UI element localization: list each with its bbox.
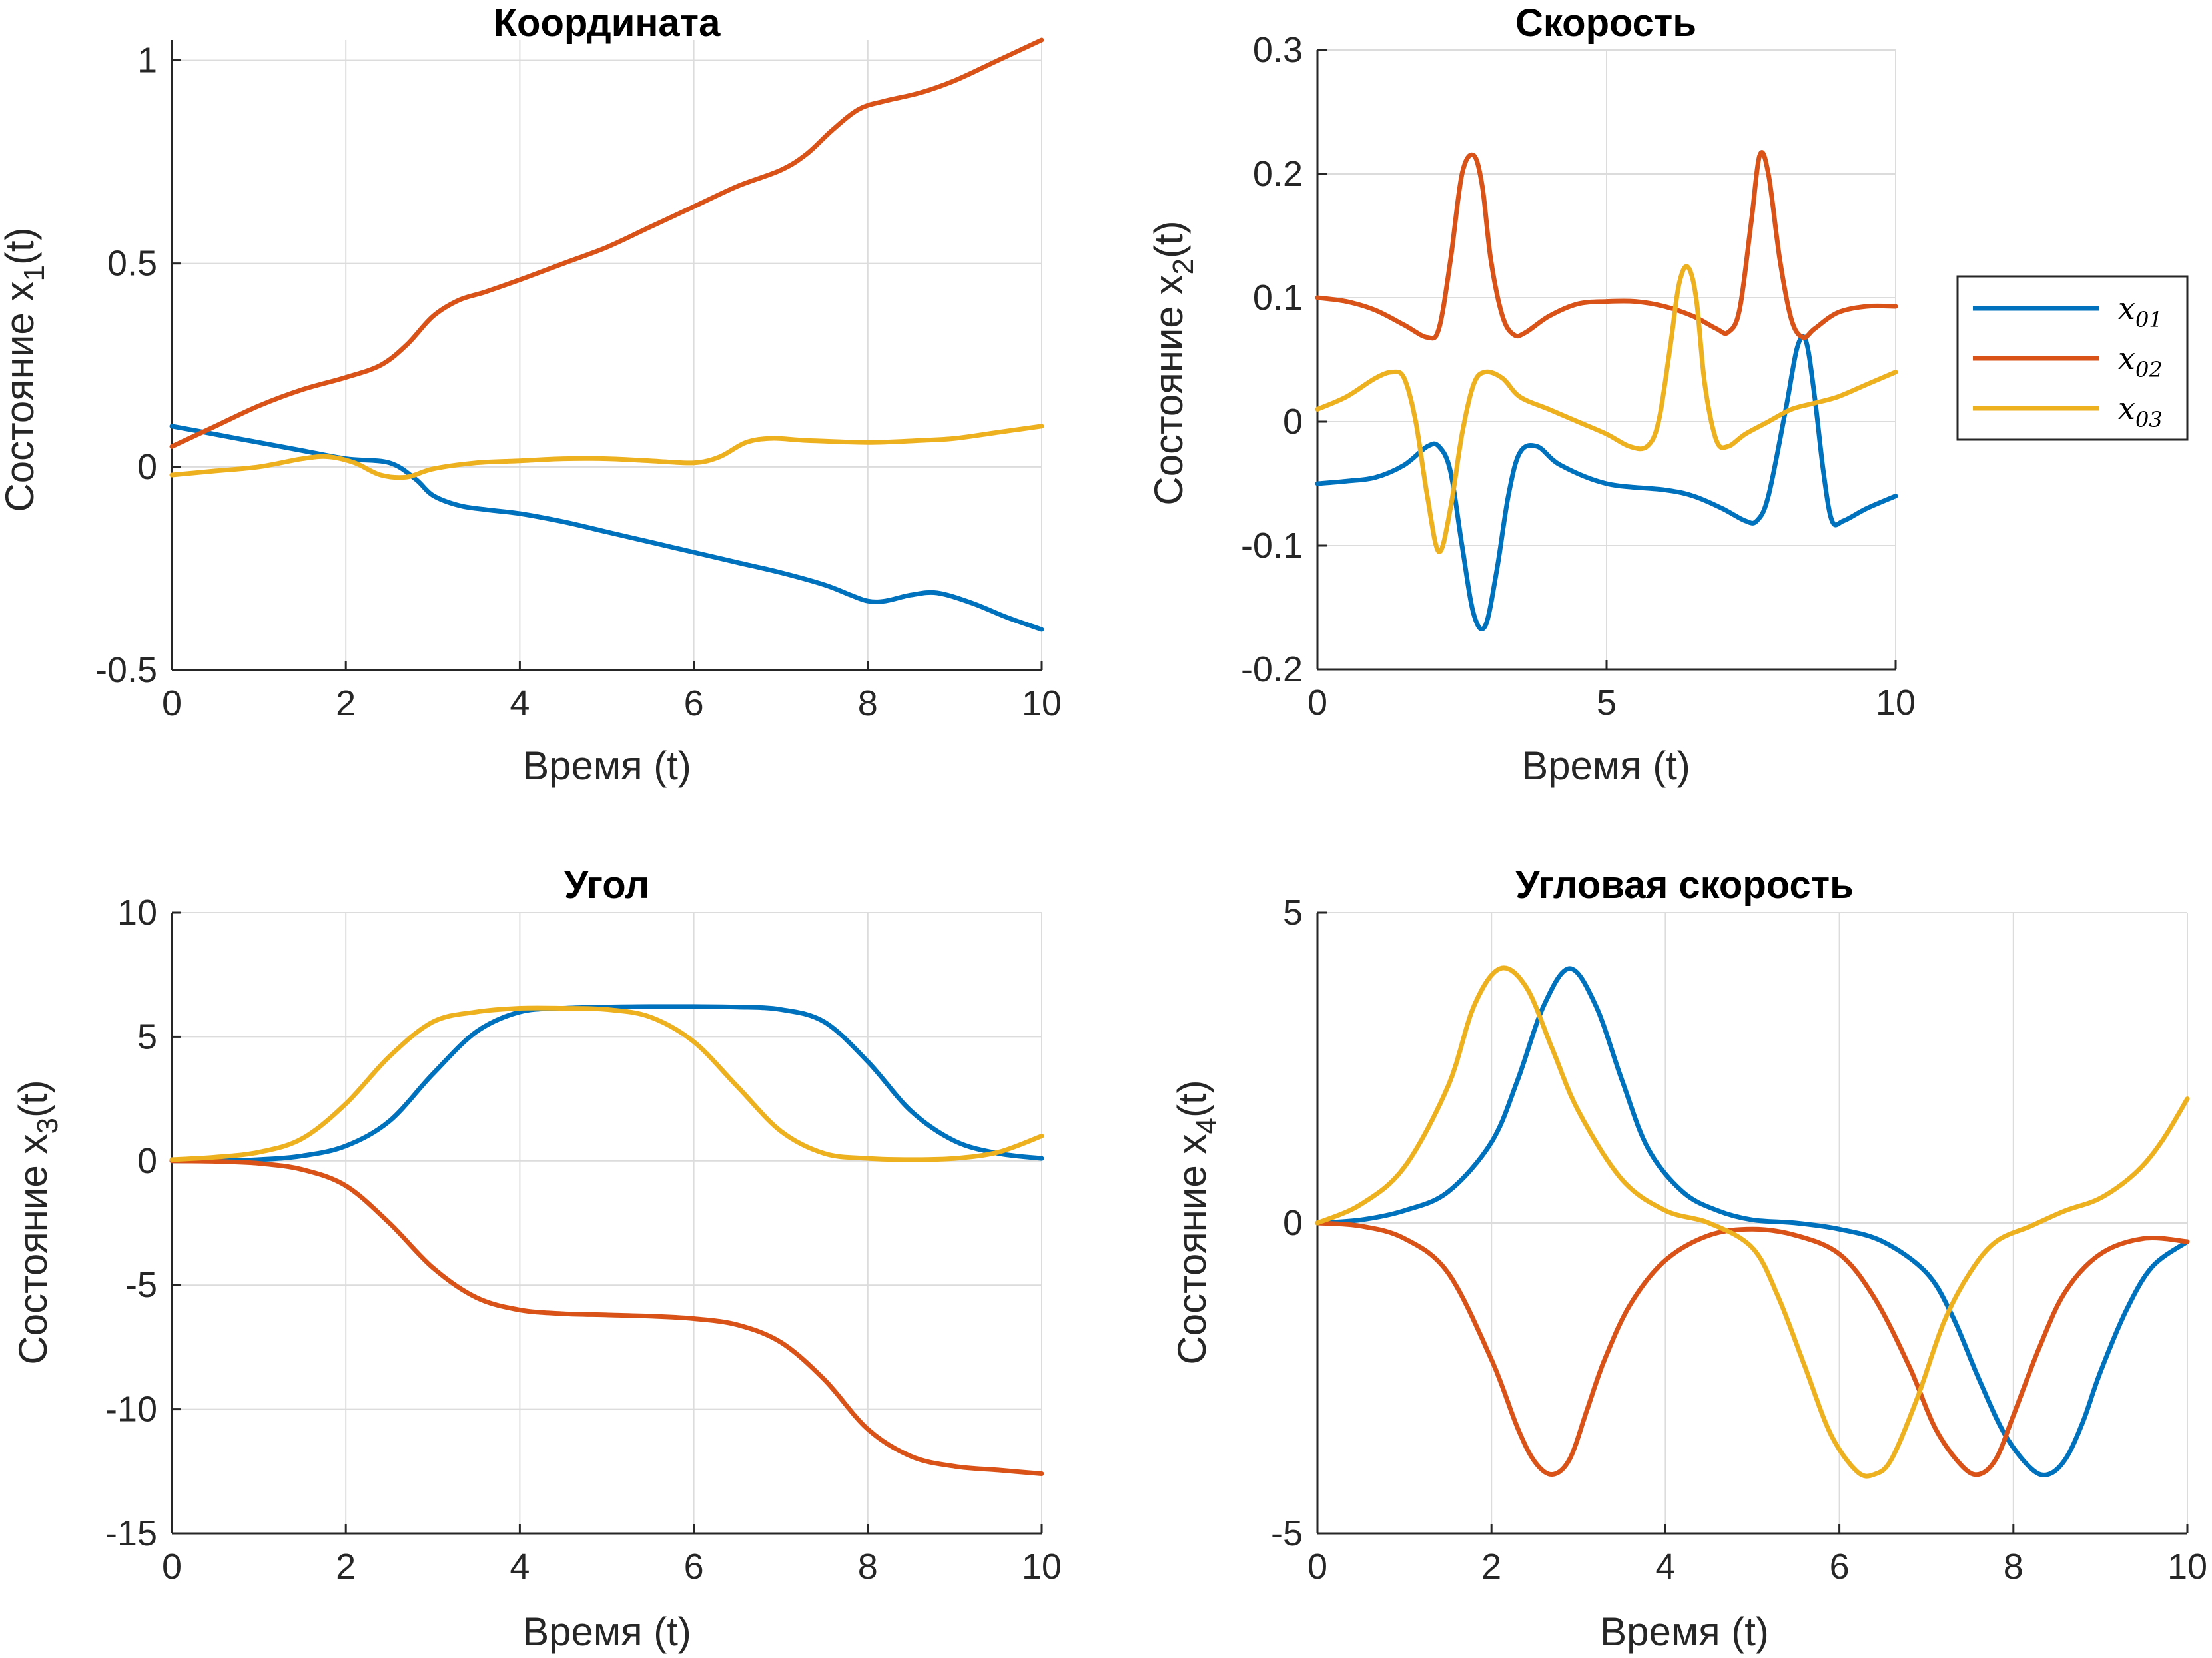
y-axis-label: Состояние x4(t) (1170, 1080, 1223, 1364)
y-axis-label-suffix: (t) (1146, 220, 1191, 258)
y-tick-label: 0.1 (1253, 278, 1303, 318)
x-tick-label: 0 (1307, 1547, 1327, 1587)
panel-title: Скорость (1515, 1, 1696, 45)
y-tick-label: 1 (137, 41, 157, 81)
y-tick-label: 5 (137, 1017, 157, 1056)
x-tick-label: 6 (684, 1547, 704, 1587)
y-axis-label-suffix: (t) (1170, 1080, 1214, 1118)
series-line-x01 (169, 1004, 1044, 1164)
panel-title: Координата (494, 1, 721, 45)
y-tick-label: -0.5 (95, 650, 157, 690)
x-tick-label: 2 (336, 683, 356, 723)
x-tick-label: 10 (1876, 683, 1916, 723)
y-tick-label: 5 (1283, 893, 1303, 933)
y-tick-label: -5 (1271, 1513, 1303, 1553)
series-line-x03 (1315, 965, 2190, 1479)
x-tick-label: 10 (1022, 683, 1062, 723)
series-line-x02 (1315, 1220, 2190, 1477)
x-tick-label: 0 (1307, 683, 1327, 723)
x-axis-label: Время (t) (522, 743, 691, 788)
y-axis-label-base: Состояние x (0, 282, 42, 512)
y-tick-label: -0.1 (1241, 526, 1303, 566)
panel-coordinate: 0 2 4 6 8 10-0.500.51 Координата Время (t) Со… (0, 1, 1062, 788)
y-axis-label-sub: 3 (31, 1118, 64, 1134)
x-tick-label: 5 (1597, 683, 1617, 723)
series-line-x02 (1315, 150, 1898, 341)
y-tick-label: 0 (137, 447, 157, 487)
y-tick-label: 0.3 (1253, 30, 1303, 70)
series-line-x03 (169, 1005, 1044, 1162)
y-tick-label: -0.2 (1241, 649, 1303, 689)
x-tick-label: 6 (684, 683, 704, 723)
y-tick-label: 0 (1283, 1203, 1303, 1243)
x-tick-label: 8 (858, 1547, 878, 1587)
x-tick-label: 10 (1022, 1547, 1062, 1587)
panel-angle: 0 2 4 6 8 10 -15 -10 -5 0 5 10 Угол Время (t) Состо… (11, 863, 1062, 1654)
y-axis-label-base: Состояние x (1146, 275, 1191, 506)
series-line-x01 (1315, 334, 1898, 631)
y-tick-label: 0.2 (1253, 154, 1303, 194)
series-line-x03 (1315, 264, 1898, 554)
y-axis-label-suffix: (t) (0, 227, 42, 265)
legend-label-sub: 03 (2135, 407, 2163, 432)
legend-label-base: x (2118, 290, 2135, 326)
x-tick-label: 2 (336, 1547, 356, 1587)
y-axis-label-sub: 2 (1167, 258, 1200, 274)
x-tick-label: 0 (162, 1547, 182, 1587)
y-axis-label-suffix: (t) (11, 1080, 55, 1118)
y-tick-label: 10 (117, 893, 157, 933)
legend: x01 x02 x03 (1956, 275, 2189, 441)
x-tick-label: 6 (1830, 1547, 1850, 1587)
legend-entry-x01: x01 (1973, 290, 2163, 332)
axes-background (172, 40, 1042, 670)
x-tick-label: 4 (510, 1547, 530, 1587)
y-axis-label-sub: 4 (1190, 1118, 1223, 1134)
y-axis-label-base: Состояние x (1170, 1134, 1214, 1365)
x-tick-label: 0 (162, 683, 182, 723)
plot-area: 0 2 4 6 8 10-505 (1271, 893, 2207, 1587)
x-tick-label: 8 (2004, 1547, 2024, 1587)
legend-label-base: x (2118, 340, 2135, 376)
plot-area: 0 2 4 6 8 10-0.500.51 (95, 37, 1062, 723)
series-line-x01 (1315, 966, 2190, 1477)
y-axis-label-base: Состояние x (11, 1134, 55, 1365)
axes-background (172, 913, 1042, 1533)
legend-entry-x02: x02 (1973, 340, 2163, 382)
plot-area: 0 2 4 6 8 10 -15 -10 -5 0 5 10 (105, 893, 1062, 1587)
y-tick-label: 0 (137, 1141, 157, 1181)
y-tick-label: -5 (125, 1265, 157, 1305)
legend-label-sub: 02 (2135, 357, 2163, 382)
x-tick-label: 2 (1481, 1547, 1501, 1587)
x-tick-label: 4 (1655, 1547, 1675, 1587)
series-line-x02 (169, 1158, 1044, 1476)
x-tick-label: 8 (858, 683, 878, 723)
x-tick-label: 4 (510, 683, 530, 723)
x-axis-label: Время (t) (1521, 743, 1690, 788)
legend-label-sub: 01 (2135, 307, 2163, 332)
y-axis-label-sub: 1 (18, 265, 51, 281)
legend-label-x01: x01 (2118, 290, 2163, 332)
y-tick-label: 0 (1283, 402, 1303, 442)
plot-area: 0 5 10 -0.2 -0.1 0 0.1 0.2 0.3 (1241, 30, 1916, 723)
legend-entry-x03: x03 (1973, 390, 2163, 432)
legend-label-x03: x03 (2118, 390, 2163, 432)
panel-angular-velocity: 0 2 4 6 8 10-505 Угловая скорость Время (t) С… (1170, 863, 2207, 1654)
x-tick-label: 10 (2167, 1547, 2207, 1587)
x-axis-label: Время (t) (522, 1609, 691, 1654)
y-axis-label: Состояние x2(t) (1146, 220, 1200, 505)
y-tick-label: -15 (105, 1513, 157, 1553)
series-line-x02 (169, 37, 1044, 449)
legend-label-x02: x02 (2118, 340, 2163, 382)
panel-title: Угол (564, 863, 649, 907)
panel-title: Угловая скорость (1515, 863, 1854, 907)
panel-velocity: 0 5 10 -0.2 -0.1 0 0.1 0.2 0.3 Скорость Время (t… (1146, 1, 1916, 788)
series-line-x03 (169, 424, 1044, 480)
y-axis-label: Состояние x1(t) (0, 227, 51, 512)
y-tick-label: 0.5 (107, 244, 157, 284)
y-axis-label: Состояние x3(t) (11, 1080, 64, 1364)
x-axis-label: Время (t) (1600, 1609, 1769, 1654)
legend-label-base: x (2118, 390, 2135, 426)
y-tick-label: -10 (105, 1390, 157, 1430)
